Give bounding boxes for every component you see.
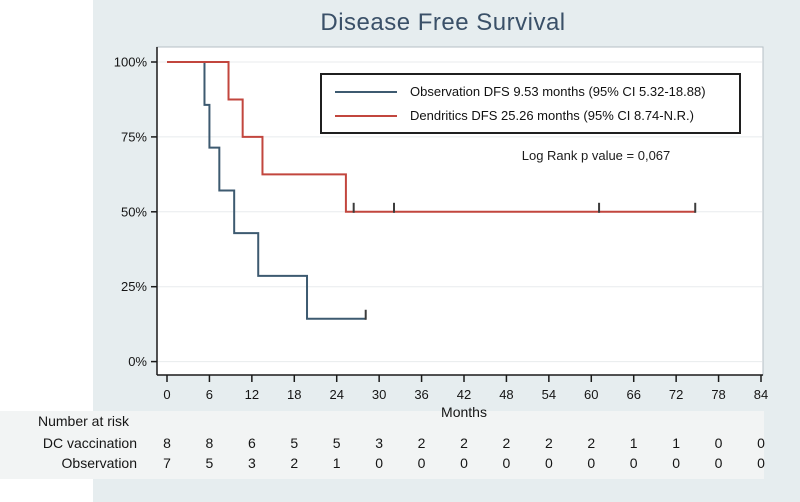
risk-value: 0 [714,435,723,451]
risk-value: 2 [460,435,468,451]
risk-value: 1 [629,435,638,451]
risk-value: 0 [417,455,426,471]
svg-text:66: 66 [626,387,640,402]
svg-text:75%: 75% [121,129,147,144]
risk-value: 0 [375,455,384,471]
legend-entry-dendritics: Dendritics DFS 25.26 months (95% CI 8.74… [322,108,739,123]
svg-text:84: 84 [754,387,768,402]
risk-value: 0 [587,455,596,471]
svg-text:60: 60 [584,387,598,402]
risk-table-title: Number at risk [38,413,130,429]
svg-text:24: 24 [329,387,343,402]
risk-table-band [0,411,764,479]
svg-text:54: 54 [542,387,556,402]
risk-value: 3 [247,455,256,471]
risk-value: 2 [544,435,553,451]
risk-value: 0 [757,435,765,451]
svg-text:0%: 0% [128,354,147,369]
legend-label-dendritics: Dendritics DFS 25.26 months (95% CI 8.74… [410,108,694,123]
risk-value: 2 [290,455,299,471]
svg-text:12: 12 [245,387,259,402]
legend-box: Observation DFS 9.53 months (95% CI 5.32… [320,73,741,134]
observation-line-swatch [335,90,397,93]
risk-value: 3 [375,435,384,451]
risk-value: 2 [502,435,511,451]
risk-value: 0 [629,455,638,471]
risk-value: 0 [502,455,511,471]
svg-text:6: 6 [206,387,213,402]
dendritics-line-swatch [335,114,397,117]
svg-text:78: 78 [711,387,725,402]
log-rank-annotation: Log Rank p value = 0,067 [521,148,671,163]
risk-value: 2 [587,435,596,451]
svg-text:18: 18 [287,387,301,402]
svg-text:36: 36 [414,387,428,402]
svg-text:25%: 25% [121,279,147,294]
legend-entry-observation: Observation DFS 9.53 months (95% CI 5.32… [322,84,739,99]
risk-value: 1 [672,435,681,451]
risk-value: 1 [332,455,341,471]
risk-value: 8 [205,435,214,451]
svg-text:0: 0 [163,387,170,402]
risk-value: 5 [332,435,341,451]
risk-value: 0 [714,455,723,471]
risk-row-label-observation: Observation [61,455,137,471]
svg-text:72: 72 [669,387,683,402]
risk-value: 5 [290,435,299,451]
svg-text:48: 48 [499,387,513,402]
svg-text:Months: Months [441,404,487,420]
svg-text:42: 42 [457,387,471,402]
risk-value: 5 [205,455,214,471]
risk-value: 2 [417,435,426,451]
risk-value: 0 [460,455,468,471]
svg-text:50%: 50% [121,204,147,219]
risk-value: 0 [757,455,765,471]
risk-value: 6 [247,435,256,451]
risk-row-label-dc-vaccination: DC vaccination [42,435,137,451]
risk-value: 0 [672,455,681,471]
legend-label-observation: Observation DFS 9.53 months (95% CI 5.32… [410,84,706,99]
svg-text:30: 30 [372,387,386,402]
svg-text:100%: 100% [114,55,148,70]
risk-value: 0 [544,455,553,471]
chart-title: Disease Free Survival [320,9,566,36]
risk-value: 8 [163,435,171,451]
risk-value: 7 [163,455,171,471]
